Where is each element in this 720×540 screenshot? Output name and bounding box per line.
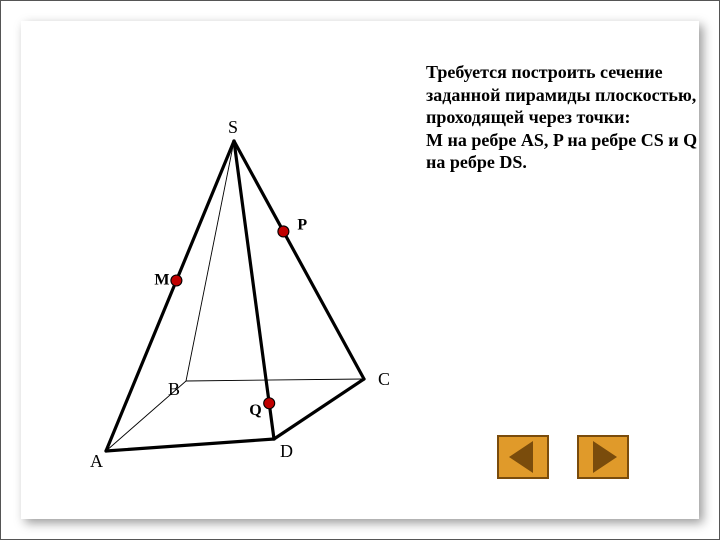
svg-text:Q: Q bbox=[249, 402, 261, 419]
prev-button[interactable] bbox=[497, 435, 549, 479]
svg-text:P: P bbox=[297, 216, 307, 233]
next-icon bbox=[577, 435, 629, 479]
svg-text:S: S bbox=[228, 121, 238, 137]
prev-icon bbox=[497, 435, 549, 479]
svg-text:C: C bbox=[378, 369, 390, 389]
svg-text:B: B bbox=[168, 379, 180, 399]
next-button[interactable] bbox=[577, 435, 629, 479]
slide: Требуется построить сечение заданной пир… bbox=[0, 0, 720, 540]
svg-text:D: D bbox=[280, 441, 293, 461]
task-text: Требуется построить сечение заданной пир… bbox=[426, 61, 711, 174]
svg-text:A: A bbox=[90, 451, 103, 471]
pyramid-diagram: A B C D S M P Q bbox=[76, 121, 396, 481]
svg-text:M: M bbox=[154, 272, 169, 289]
slide-inner: Требуется построить сечение заданной пир… bbox=[21, 21, 699, 519]
